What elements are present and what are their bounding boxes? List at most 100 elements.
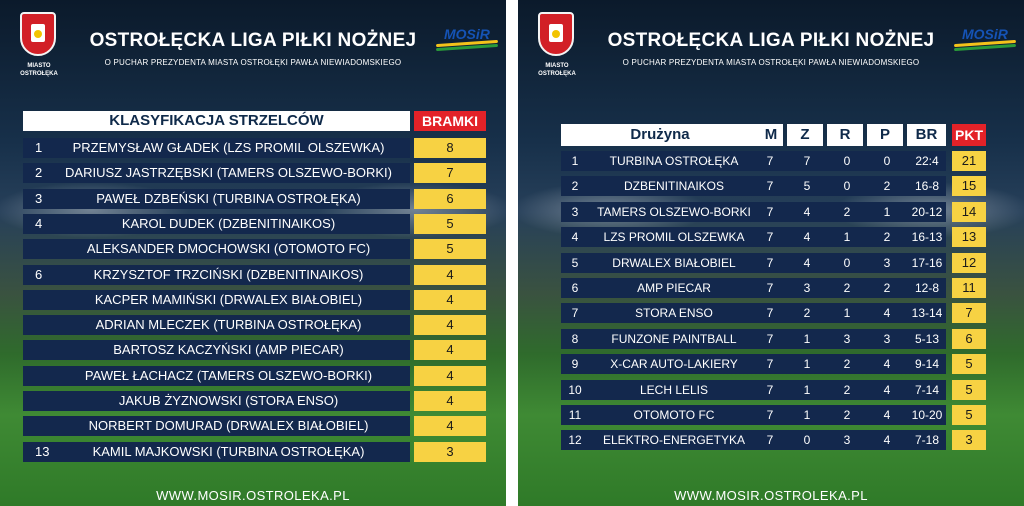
table-row: 10 LECH LELIS 7 1 2 4 7-14: [561, 379, 946, 400]
cell-z: 1: [803, 408, 811, 422]
cell-r: 0: [843, 255, 851, 270]
scorer-row: KACPER MAMIŃSKI (DRWALEX BIAŁOBIEL): [23, 289, 410, 310]
league-subtitle: O PUCHAR PREZYDENTA MIASTA OSTROŁĘKI PAW…: [622, 58, 920, 67]
scorer-row: 4 KAROL DUDEK (DZBENITINAIKOS): [23, 213, 410, 234]
cell-r: 3: [843, 331, 851, 346]
scorer-name: PAWEŁ DZBEŃSKI (TURBINA OSTROŁĘKA): [96, 190, 361, 206]
scorer-goals: 8: [414, 138, 486, 158]
cell-z: 4: [803, 230, 811, 245]
cell-z: 1: [803, 331, 811, 346]
cell-z: 3: [803, 281, 811, 295]
cell-m: 7: [766, 382, 774, 397]
cell-team: STORA ENSO: [635, 306, 713, 321]
cell-z: 1: [803, 357, 811, 372]
cell-pkt: 5: [952, 379, 986, 400]
cell-p: 1: [883, 204, 891, 219]
scorer-goals: 6: [414, 188, 486, 209]
cell-pos: 11: [568, 408, 582, 422]
cell-p: 4: [883, 382, 891, 397]
cell-pkt: 7: [952, 303, 986, 324]
cell-z: 5: [803, 179, 811, 194]
cell-team: DZBENITINAIKOS: [623, 179, 724, 194]
scorer-name: DARIUSZ JASTRZĘBSKI (TAMERS OLSZEWO-BORK…: [65, 165, 392, 181]
cell-r: 2: [843, 382, 851, 397]
scorer-row: JAKUB ŻYZNOWSKI (STORA ENSO): [23, 391, 410, 411]
cell-pos: 4: [571, 230, 579, 245]
league-subtitle: O PUCHAR PREZYDENTA MIASTA OSTROŁĘKI PAW…: [104, 58, 402, 67]
website-link[interactable]: WWW.MOSIR.OSTROLEKA.PL: [156, 488, 350, 503]
cell-z: 0: [803, 433, 811, 448]
scorer-goals: 4: [414, 289, 486, 310]
cell-team: ELEKTRO-ENERGETYKA: [602, 433, 746, 448]
scorer-position: 1: [35, 140, 43, 155]
cell-br: 16-8: [914, 179, 940, 194]
cell-team: FUNZONE PAINTBALL: [611, 331, 737, 346]
scorer-name: ALEKSANDER DMOCHOWSKI (OTOMOTO FC): [86, 241, 371, 257]
cell-p: 3: [883, 255, 891, 270]
mosir-logo-icon: MOSiR: [435, 26, 500, 52]
cell-pos: 2: [571, 179, 579, 194]
scorer-goals: 4: [414, 340, 486, 361]
cell-team: TURBINA OSTROŁĘKA: [609, 154, 739, 168]
header-m: M: [759, 124, 783, 146]
cell-pkt: 11: [952, 278, 986, 298]
scorer-row: 3 PAWEŁ DZBEŃSKI (TURBINA OSTROŁĘKA): [23, 188, 410, 209]
header-p: P: [867, 124, 903, 146]
cell-m: 7: [766, 179, 774, 194]
scorers-heading: KLASYFIKACJA STRZELCÓW: [23, 111, 410, 131]
cell-br: 7-18: [914, 433, 940, 448]
website-link[interactable]: WWW.MOSIR.OSTROLEKA.PL: [674, 488, 868, 503]
cell-pos: 3: [571, 204, 579, 219]
cell-m: 7: [766, 433, 774, 448]
scorer-name: PAWEŁ ŁACHACZ (TAMERS OLSZEWO-BORKI): [84, 367, 373, 383]
scorer-row: 13 KAMIL MAJKOWSKI (TURBINA OSTROŁĘKA): [23, 441, 410, 462]
cell-pos: 1: [571, 154, 579, 168]
cell-r: 2: [843, 204, 851, 219]
cell-pos: 5: [571, 255, 579, 270]
cell-pkt: 15: [952, 176, 986, 197]
table-row: 6 AMP PIECAR 7 3 2 2 12-8: [561, 278, 946, 298]
header-pkt: PKT: [952, 124, 986, 146]
cell-pkt: 3: [952, 430, 986, 451]
table-row: 9 X-CAR AUTO-LAKIERY 7 1 2 4 9-14: [561, 354, 946, 375]
city-crest-icon: [20, 12, 56, 56]
cell-p: 2: [883, 230, 891, 245]
cell-br: 17-16: [911, 255, 943, 270]
cell-br: 5-13: [914, 331, 940, 346]
header-br: BR: [907, 124, 946, 146]
cell-r: 2: [843, 281, 851, 295]
cell-p: 4: [883, 433, 891, 448]
cell-z: 1: [803, 382, 811, 397]
cell-team: LZS PROMIL OLSZEWKA: [603, 230, 745, 245]
cell-br: 20-12: [911, 204, 943, 219]
table-row: 4 LZS PROMIL OLSZEWKA 7 4 1 2 16-13: [561, 227, 946, 248]
table-row: 3 TAMERS OLSZEWO-BORKI 7 4 2 1 20-12: [561, 201, 946, 222]
cell-pos: 7: [571, 306, 579, 321]
cell-team: X-CAR AUTO-LAKIERY: [610, 357, 738, 372]
cell-r: 1: [843, 230, 851, 245]
scorer-name: ADRIAN MLECZEK (TURBINA OSTROŁĘKA): [95, 317, 362, 333]
cell-m: 7: [766, 408, 774, 422]
scorer-goals: 7: [414, 163, 486, 184]
city-name: MIASTO OSTROŁĘKA: [20, 63, 58, 77]
cell-pos: 8: [571, 331, 579, 346]
cell-m: 7: [766, 255, 774, 270]
table-row: 1 TURBINA OSTROŁĘKA 7 7 0 0 22:4: [561, 151, 946, 171]
scorer-name: KAMIL MAJKOWSKI (TURBINA OSTROŁĘKA): [92, 443, 365, 459]
mosir-logo-icon: MOSiR: [953, 26, 1018, 52]
cell-br: 13-14: [911, 306, 943, 321]
table-row: 5 DRWALEX BIAŁOBIEL 7 4 0 3 17-16: [561, 252, 946, 273]
cell-p: 2: [883, 179, 891, 194]
cell-pos: 10: [568, 382, 582, 397]
cell-pos: 9: [571, 357, 579, 372]
header-team: Drużyna: [561, 124, 759, 146]
cell-p: 0: [883, 154, 891, 168]
scorer-row: BARTOSZ KACZYŃSKI (AMP PIECAR): [23, 340, 410, 361]
scorer-name: KRZYSZTOF TRZCIŃSKI (DZBENITINAIKOS): [93, 266, 364, 282]
league-title: OSTROŁĘCKA LIGA PIŁKI NOŻNEJ: [89, 30, 417, 51]
cell-pkt: 5: [952, 354, 986, 375]
city-name: MIASTO OSTROŁĘKA: [538, 63, 576, 77]
scorer-row: 1 PRZEMYSŁAW GŁADEK (LZS PROMIL OLSZEWKA): [23, 138, 410, 158]
cell-team: LECH LELIS: [639, 382, 709, 397]
cell-br: 7-14: [914, 382, 940, 397]
